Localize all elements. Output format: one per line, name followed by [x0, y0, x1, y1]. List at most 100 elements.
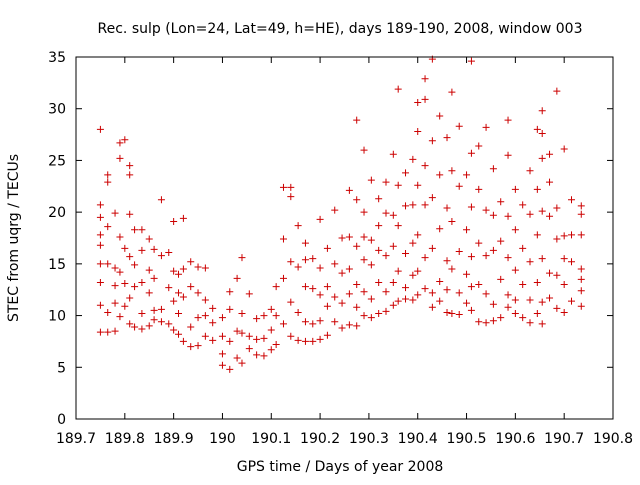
data-point	[131, 226, 139, 234]
data-point	[577, 202, 585, 210]
data-point	[546, 294, 554, 302]
data-point	[448, 265, 456, 273]
data-point	[157, 252, 165, 260]
data-point	[375, 278, 383, 286]
data-point	[170, 297, 178, 305]
y-tick-label: 10	[48, 309, 66, 325]
data-point	[253, 351, 261, 359]
data-point	[526, 210, 534, 218]
data-point	[201, 312, 209, 320]
data-point	[353, 322, 361, 330]
data-point	[402, 202, 410, 210]
data-point	[455, 289, 463, 297]
data-point	[201, 296, 209, 304]
data-point	[560, 255, 568, 263]
data-point	[301, 318, 309, 326]
data-point	[272, 341, 280, 349]
data-point	[170, 267, 178, 275]
data-point	[338, 234, 346, 242]
data-point	[175, 330, 183, 338]
x-tick-label: 189.7	[56, 431, 96, 447]
data-point	[436, 297, 444, 305]
data-point	[116, 139, 124, 147]
data-point	[150, 274, 158, 282]
data-point	[279, 183, 287, 191]
data-point	[245, 345, 253, 353]
data-point	[455, 122, 463, 130]
data-point	[272, 283, 280, 291]
data-point	[360, 208, 368, 216]
data-point	[463, 270, 471, 278]
data-point	[338, 324, 346, 332]
y-tick-label: 25	[48, 153, 66, 169]
data-point	[463, 226, 471, 234]
data-point	[436, 277, 444, 285]
data-point	[455, 247, 463, 255]
data-point	[414, 99, 422, 107]
data-point	[394, 181, 402, 189]
data-point	[421, 254, 429, 262]
points-layer	[96, 55, 585, 373]
data-point	[428, 194, 436, 202]
data-point	[301, 283, 309, 291]
data-point	[409, 239, 417, 247]
data-point	[421, 75, 429, 83]
data-point	[375, 222, 383, 230]
data-point	[338, 299, 346, 307]
data-point	[475, 281, 483, 289]
data-point	[260, 352, 268, 360]
data-point	[316, 215, 324, 223]
data-point	[402, 250, 410, 258]
data-point	[409, 271, 417, 279]
y-tick-label: 35	[48, 50, 66, 66]
data-point	[428, 289, 436, 297]
data-point	[568, 231, 576, 239]
data-point	[482, 123, 490, 131]
data-point	[104, 260, 112, 268]
data-point	[316, 264, 324, 272]
data-point	[111, 299, 119, 307]
x-tick-label: 190.3	[349, 431, 389, 447]
data-point	[238, 359, 246, 367]
data-point	[568, 258, 576, 266]
data-point	[553, 271, 561, 279]
data-point	[294, 222, 302, 230]
data-point	[179, 265, 187, 273]
data-point	[538, 320, 546, 328]
data-point	[309, 255, 317, 263]
data-point	[316, 335, 324, 343]
data-point	[577, 287, 585, 295]
data-point	[538, 107, 546, 115]
data-point	[577, 275, 585, 283]
data-point	[482, 290, 490, 298]
plot-frame	[75, 56, 614, 420]
data-point	[414, 127, 422, 135]
data-point	[511, 226, 519, 234]
data-point	[245, 332, 253, 340]
data-point	[126, 162, 134, 170]
x-tick-label: 190.7	[544, 431, 584, 447]
x-tick-label: 190.6	[495, 431, 535, 447]
data-point	[96, 260, 104, 268]
data-point	[187, 343, 195, 351]
data-point	[443, 286, 451, 294]
data-point	[375, 246, 383, 254]
data-point	[187, 283, 195, 291]
data-point	[353, 281, 361, 289]
data-point	[96, 328, 104, 336]
data-point	[360, 233, 368, 241]
data-point	[316, 291, 324, 299]
data-point	[111, 264, 119, 272]
data-point	[287, 193, 295, 201]
data-point	[267, 346, 275, 354]
data-point	[560, 281, 568, 289]
data-point	[157, 305, 165, 313]
data-point	[511, 266, 519, 274]
data-point	[546, 212, 554, 220]
data-point	[553, 87, 561, 95]
data-point	[489, 165, 497, 173]
data-point	[179, 214, 187, 222]
data-point	[577, 231, 585, 239]
data-point	[194, 289, 202, 297]
